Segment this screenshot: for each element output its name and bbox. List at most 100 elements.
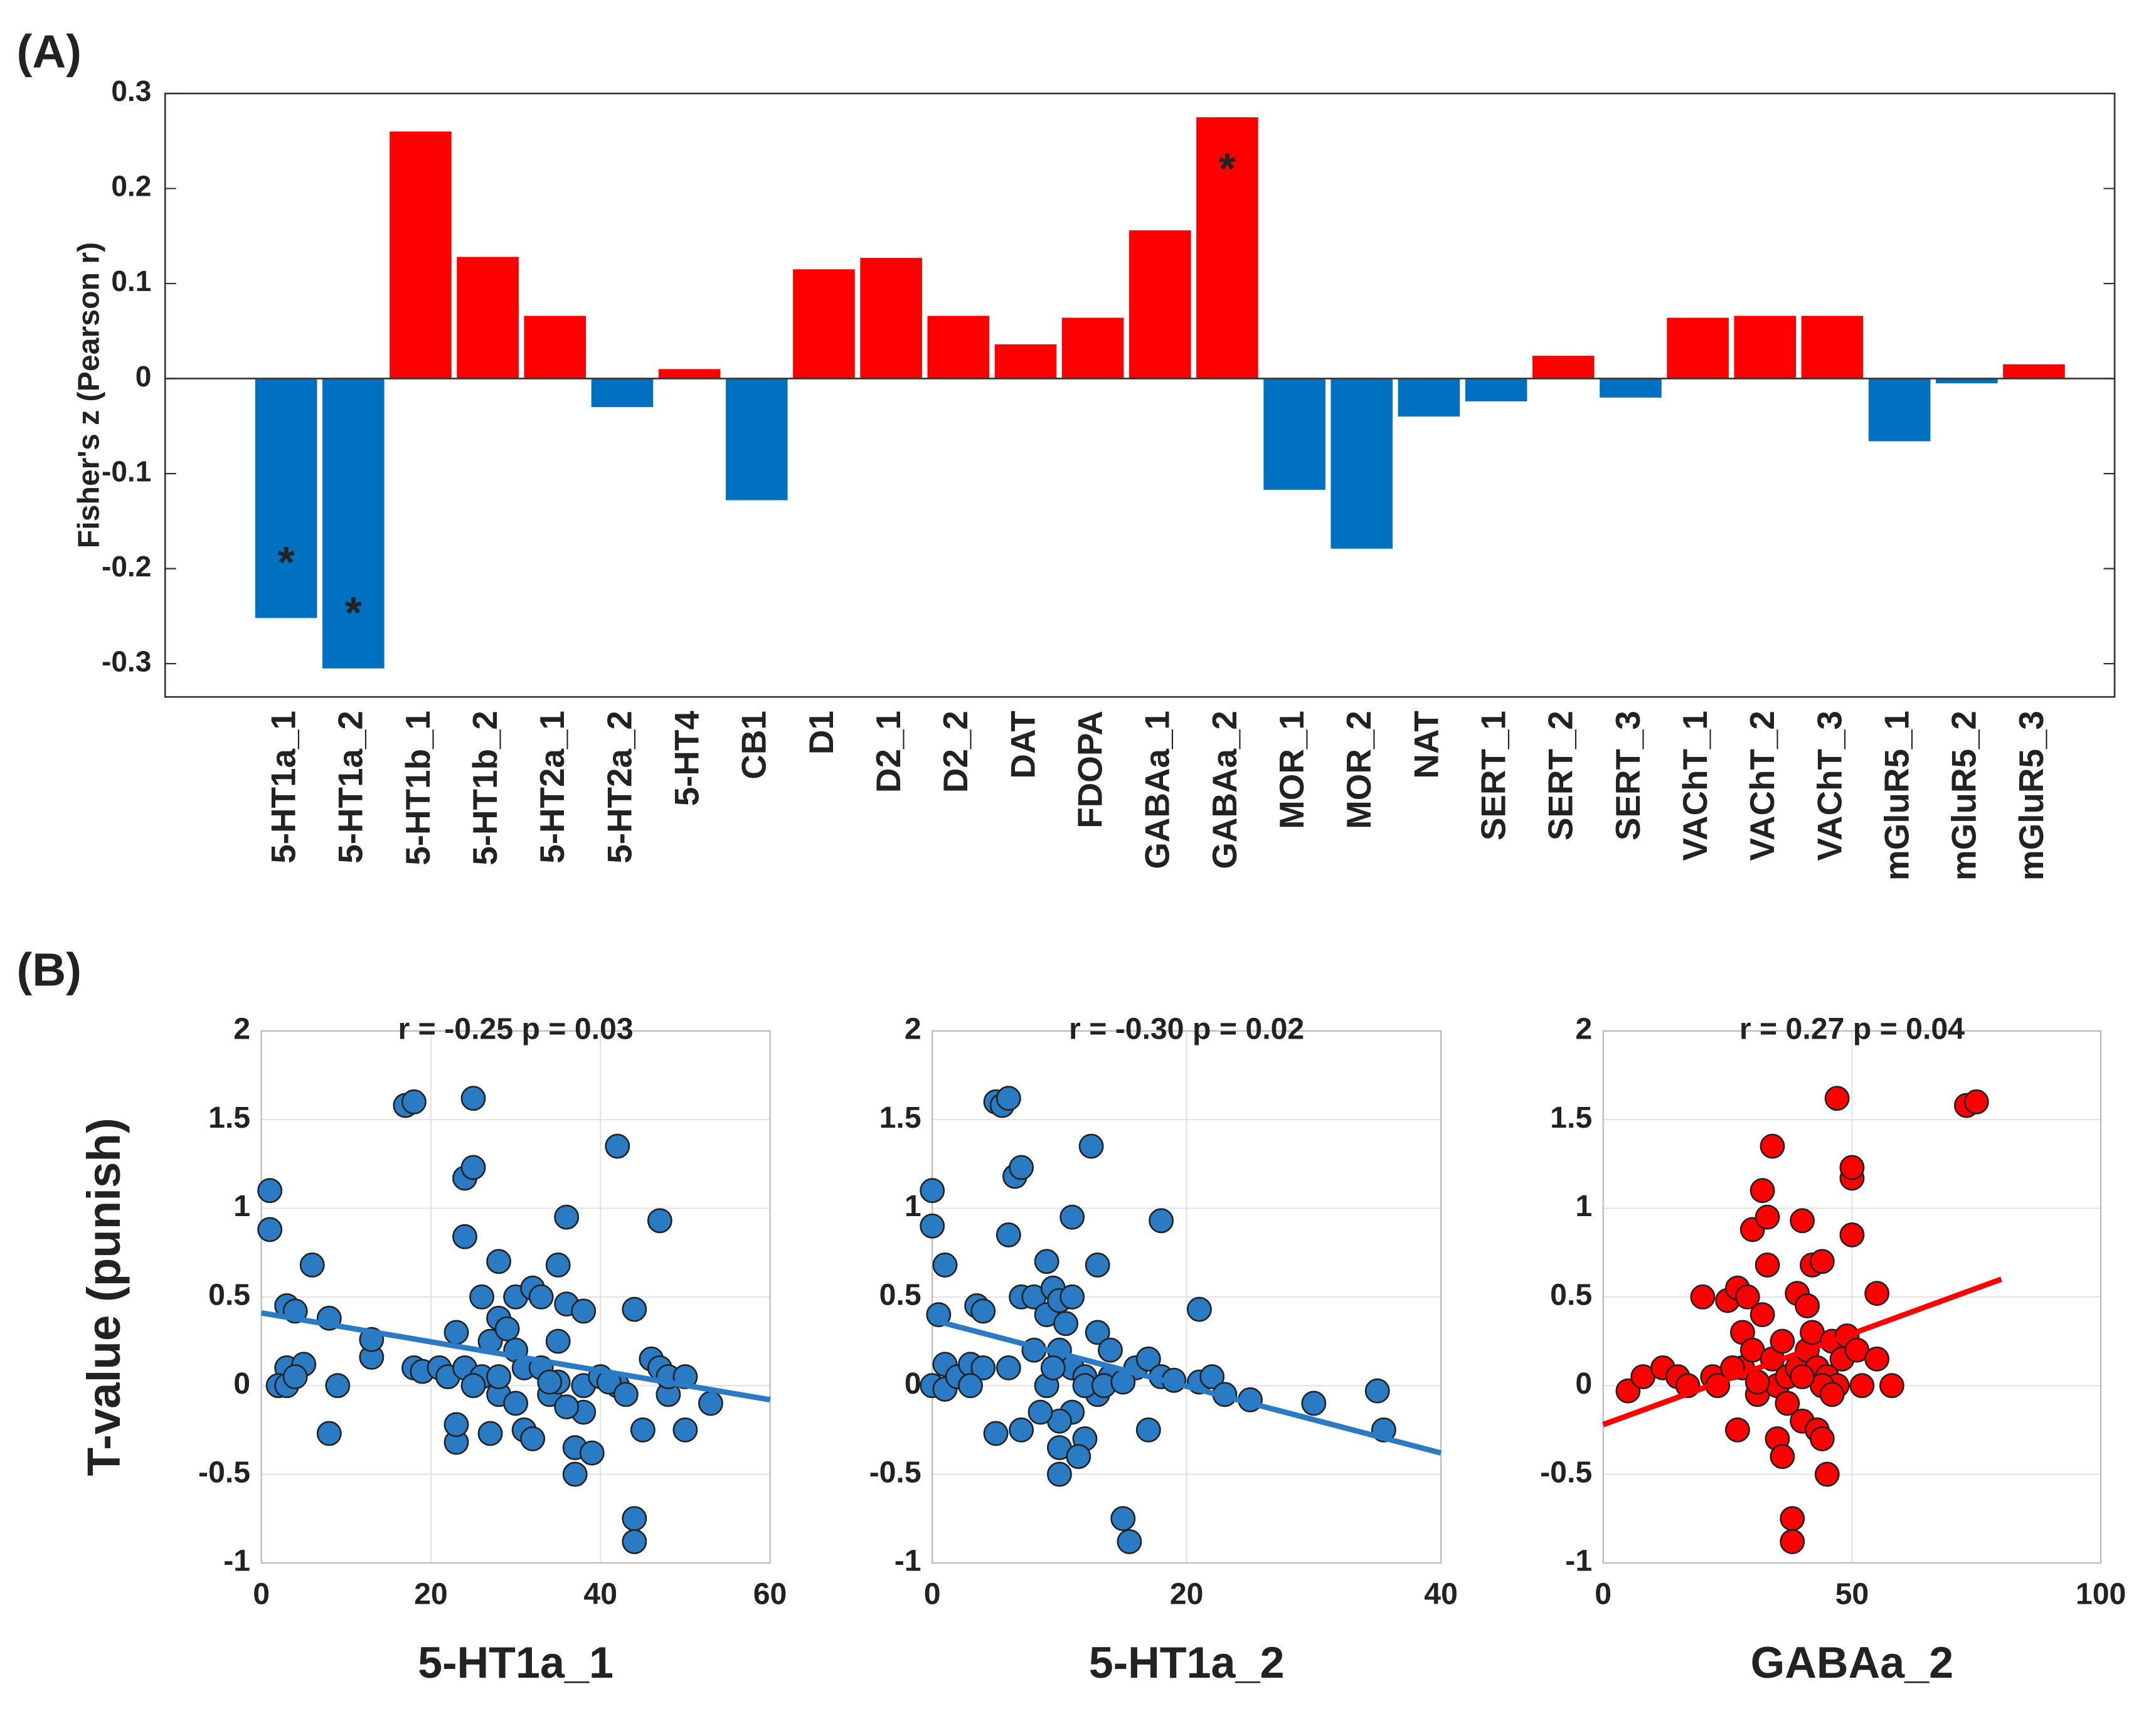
point <box>1755 1252 1780 1278</box>
point <box>503 1390 529 1416</box>
point <box>970 1355 996 1380</box>
x-axis-label: 5-HT1a_2 <box>1089 1638 1285 1687</box>
point <box>571 1298 597 1324</box>
point <box>443 1412 469 1438</box>
point <box>469 1284 494 1310</box>
point <box>1795 1293 1820 1318</box>
y-tick-label: -0.1 <box>102 455 151 487</box>
point <box>452 1224 477 1249</box>
point <box>460 1373 486 1399</box>
plot-frame <box>260 1030 771 1564</box>
point <box>1724 1417 1750 1443</box>
bar <box>1532 356 1595 379</box>
x-tick-label: 5-HT1b_2 <box>465 711 504 866</box>
x-tick-label: FDOPA <box>1071 711 1110 829</box>
point <box>1809 1249 1835 1274</box>
point <box>932 1252 958 1278</box>
x-tick-label: GABAa_1 <box>1138 711 1177 869</box>
x-tick-label: 5-HT1b_1 <box>398 711 437 866</box>
point <box>554 1394 580 1420</box>
point <box>545 1328 571 1354</box>
trend-line <box>932 1317 1442 1456</box>
point <box>299 1252 325 1278</box>
bar <box>1263 378 1325 490</box>
x-tick-label: 5-HT2a_1 <box>533 711 571 864</box>
point <box>1053 1311 1078 1337</box>
y-tick-label: 2 <box>905 1012 921 1046</box>
point <box>443 1320 469 1345</box>
x-tick-label: SERT_2 <box>1541 711 1580 840</box>
point <box>647 1208 672 1234</box>
bar <box>793 269 855 379</box>
point <box>1135 1346 1161 1372</box>
bar <box>1196 117 1258 379</box>
point <box>996 1086 1021 1111</box>
x-tick-label: 0 <box>1595 1577 1612 1611</box>
bar <box>1128 230 1191 379</box>
y-tick-label: -1 <box>895 1544 921 1578</box>
y-tick-label: -1 <box>223 1544 250 1578</box>
point <box>545 1252 571 1278</box>
plot-title: r = 0.27 p = 0.04 <box>1739 1012 1965 1046</box>
y-tick-label: 1 <box>233 1189 250 1223</box>
point <box>1186 1296 1212 1322</box>
bar <box>1600 378 1662 398</box>
point <box>1879 1373 1904 1399</box>
point <box>554 1204 580 1230</box>
point <box>1824 1086 1850 1111</box>
point <box>1770 1328 1795 1354</box>
point <box>605 1133 630 1159</box>
point <box>1780 1529 1805 1554</box>
point <box>282 1364 308 1390</box>
point <box>1199 1364 1225 1390</box>
point <box>1864 1281 1890 1306</box>
x-tick-label: 5-HT2a_2 <box>600 711 639 864</box>
point <box>983 1421 1009 1446</box>
y-tick-label: -0.5 <box>1540 1455 1592 1489</box>
x-tick-label: 20 <box>1170 1577 1204 1611</box>
bar <box>860 258 922 379</box>
plot-title: r = -0.30 p = 0.02 <box>1069 1012 1304 1046</box>
plot-frame <box>932 1030 1442 1564</box>
y-tick-label: 0.3 <box>111 75 151 107</box>
x-tick-label: 0 <box>253 1577 270 1611</box>
x-tick-label: mGluR5_1 <box>1877 711 1916 881</box>
point <box>1849 1373 1875 1399</box>
x-tick-label: 0 <box>924 1577 941 1611</box>
y-axis-label: Fisher's z (Pearson r) <box>72 242 106 548</box>
bar <box>725 378 788 500</box>
panel-label: (A) <box>17 25 82 77</box>
point <box>630 1417 656 1443</box>
x-tick-label: D1 <box>802 711 841 755</box>
point <box>1009 1155 1034 1180</box>
point <box>1790 1364 1815 1390</box>
point <box>1135 1417 1161 1443</box>
point <box>1755 1204 1780 1230</box>
point <box>1809 1426 1835 1451</box>
x-axis-label: 5-HT1a_1 <box>418 1638 613 1687</box>
point <box>1760 1133 1785 1159</box>
point <box>1775 1390 1800 1416</box>
point <box>486 1364 512 1390</box>
point <box>622 1506 647 1532</box>
panel-label: (B) <box>17 943 82 995</box>
point <box>622 1529 647 1554</box>
x-tick-label: VAChT_1 <box>1675 711 1714 860</box>
point <box>1963 1089 1989 1115</box>
point <box>958 1373 983 1399</box>
x-tick-label: SERT_3 <box>1608 711 1647 840</box>
point <box>920 1178 945 1204</box>
point <box>1790 1208 1815 1234</box>
x-tick-label: GABAa_2 <box>1205 711 1244 869</box>
point <box>698 1390 723 1416</box>
point <box>613 1382 639 1407</box>
point <box>316 1421 342 1446</box>
point <box>1839 1155 1865 1180</box>
point <box>579 1440 605 1466</box>
bar <box>1667 317 1729 379</box>
point <box>1034 1249 1059 1274</box>
y-tick-label: 0.5 <box>879 1278 921 1312</box>
x-tick-label: 5-HT1a_1 <box>264 711 303 864</box>
bar <box>322 378 385 669</box>
x-tick-label: 60 <box>753 1577 787 1611</box>
